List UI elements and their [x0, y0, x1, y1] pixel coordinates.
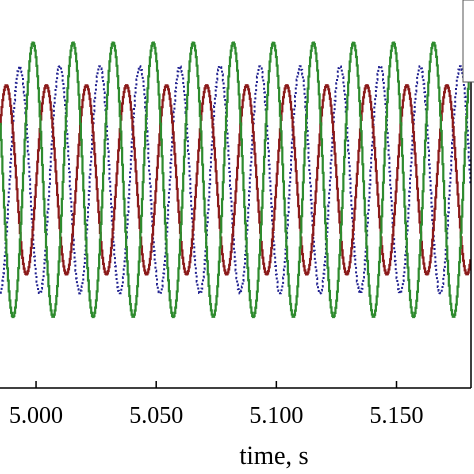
legend-box [462, 0, 474, 83]
series-line-3 [0, 41, 472, 319]
series-layer [0, 41, 472, 319]
x-ticks: 5.000 5.050 5.100 5.150 [9, 381, 424, 429]
series-line-1 [0, 65, 472, 295]
x-tick-label: 5.150 [370, 403, 424, 429]
x-axis-title: time, s [239, 441, 308, 470]
x-tick-label: 5.000 [9, 403, 63, 429]
x-tick-label: 5.100 [249, 403, 303, 429]
series-line-2 [0, 84, 472, 276]
x-tick-label: 5.050 [129, 403, 183, 429]
